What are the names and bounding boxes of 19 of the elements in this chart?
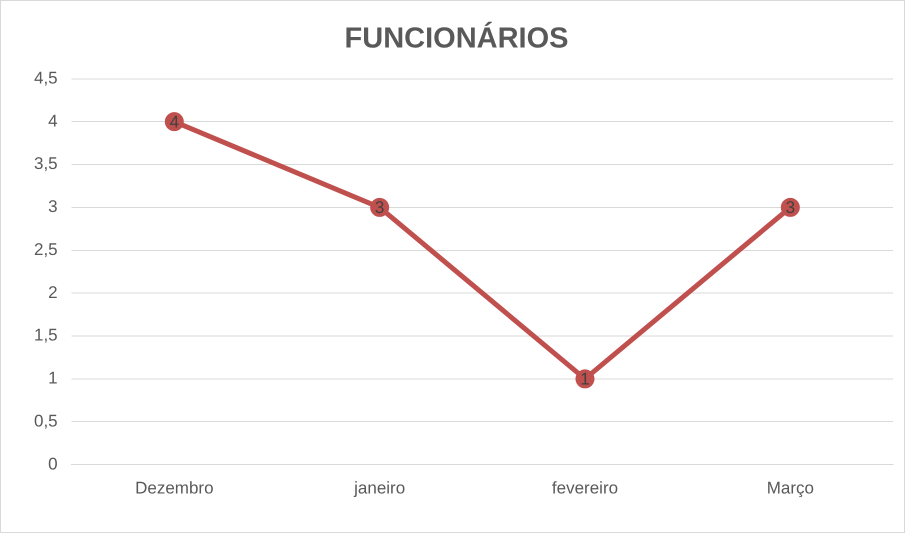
y-tick-label: 0: [48, 454, 58, 474]
data-label: 3: [786, 198, 796, 218]
data-label: 1: [580, 370, 590, 389]
y-tick-label: 4,5: [34, 68, 58, 88]
y-tick-label: 4: [48, 111, 58, 130]
y-tick-label: 1: [48, 368, 58, 388]
x-tick-label: Março: [766, 478, 814, 498]
chart-title: FUNCIONÁRIOS: [344, 21, 568, 54]
y-tick-label: 2: [48, 282, 58, 302]
data-label: 3: [374, 198, 384, 218]
x-tick-label: janeiro: [353, 478, 406, 498]
y-tick-label: 3: [48, 197, 58, 216]
x-tick-label: fevereiro: [552, 478, 618, 498]
y-tick-label: 0,5: [34, 411, 58, 430]
y-tick-label: 3,5: [34, 154, 58, 174]
data-label: 4: [170, 112, 180, 132]
y-tick-label: 1,5: [34, 326, 58, 345]
x-tick-label: Dezembro: [135, 478, 214, 498]
y-tick-label: 2,5: [34, 240, 58, 259]
